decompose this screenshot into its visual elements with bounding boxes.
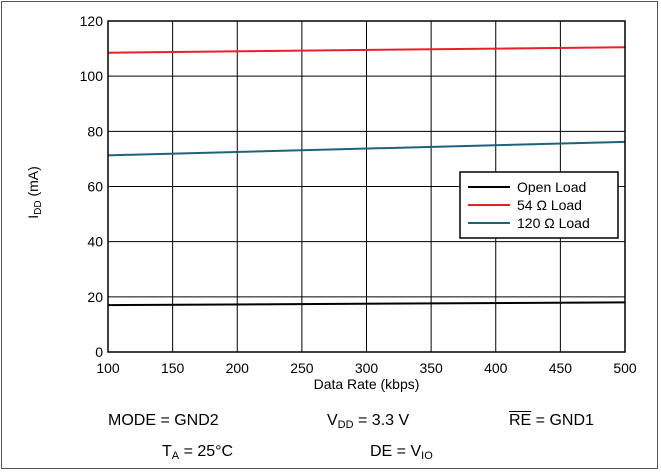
x-tick-250: 250: [290, 360, 314, 376]
x-tick-500: 500: [613, 360, 637, 376]
legend: Open Load 54 Ω Load 120 Ω Load: [459, 171, 619, 239]
condition-re-label: RE: [509, 412, 532, 429]
y-tick-0: 0: [95, 344, 103, 360]
legend-label-0: Open Load: [517, 179, 586, 195]
y-tick-100: 100: [80, 68, 104, 84]
condition-vdd-value: = 3.3 V: [353, 412, 410, 429]
x-axis-label: Data Rate (kbps): [314, 376, 420, 392]
series-line-1: [107, 46, 626, 54]
condition-ta: TA = 25°C: [162, 443, 233, 462]
condition-ta-main: T: [162, 443, 172, 460]
condition-vdd-sub: DD: [337, 419, 354, 431]
y-tick-60: 60: [87, 179, 103, 195]
y-tick-80: 80: [87, 123, 103, 139]
condition-vdd-main: V: [327, 412, 338, 429]
condition-ta-value: = 25°C: [179, 443, 234, 460]
x-tick-100: 100: [96, 360, 120, 376]
series-line-2: [107, 140, 626, 157]
x-tick-300: 300: [355, 360, 379, 376]
condition-mode: MODE = GND2: [108, 412, 219, 430]
x-tick-350: 350: [419, 360, 443, 376]
series-line-0: [107, 301, 626, 307]
condition-vdd: VDD = 3.3 V: [327, 412, 409, 431]
condition-mode-text: MODE = GND2: [108, 412, 219, 429]
x-tick-150: 150: [161, 360, 185, 376]
y-tick-120: 120: [80, 13, 104, 29]
condition-ta-sub: A: [171, 450, 180, 462]
condition-de-label: DE = V: [370, 443, 422, 460]
y-tick-40: 40: [87, 234, 103, 250]
x-tick-200: 200: [226, 360, 250, 376]
x-tick-labels: 100 150 200 250 300 350 400 450 500: [96, 360, 637, 376]
y-tick-labels: 0 20 40 60 80 100 120: [80, 13, 104, 360]
condition-re-value: = GND1: [531, 412, 594, 429]
x-tick-400: 400: [484, 360, 508, 376]
grid-lines: [108, 21, 625, 352]
y-axis-label-main: I: [25, 215, 41, 219]
x-tick-450: 450: [549, 360, 573, 376]
y-tick-20: 20: [87, 289, 103, 305]
condition-de: DE = VIO: [370, 443, 433, 462]
condition-de-sub: IO: [421, 450, 433, 462]
y-axis-label: IDD (mA): [25, 166, 44, 219]
y-axis-label-sub: DD: [33, 200, 44, 214]
legend-label-1: 54 Ω Load: [517, 197, 582, 213]
series-lines: [107, 46, 626, 307]
legend-label-2: 120 Ω Load: [517, 215, 590, 231]
y-axis-label-unit: (mA): [25, 166, 41, 200]
plot-area-border: [107, 20, 626, 353]
condition-re: RE = GND1: [509, 412, 594, 430]
